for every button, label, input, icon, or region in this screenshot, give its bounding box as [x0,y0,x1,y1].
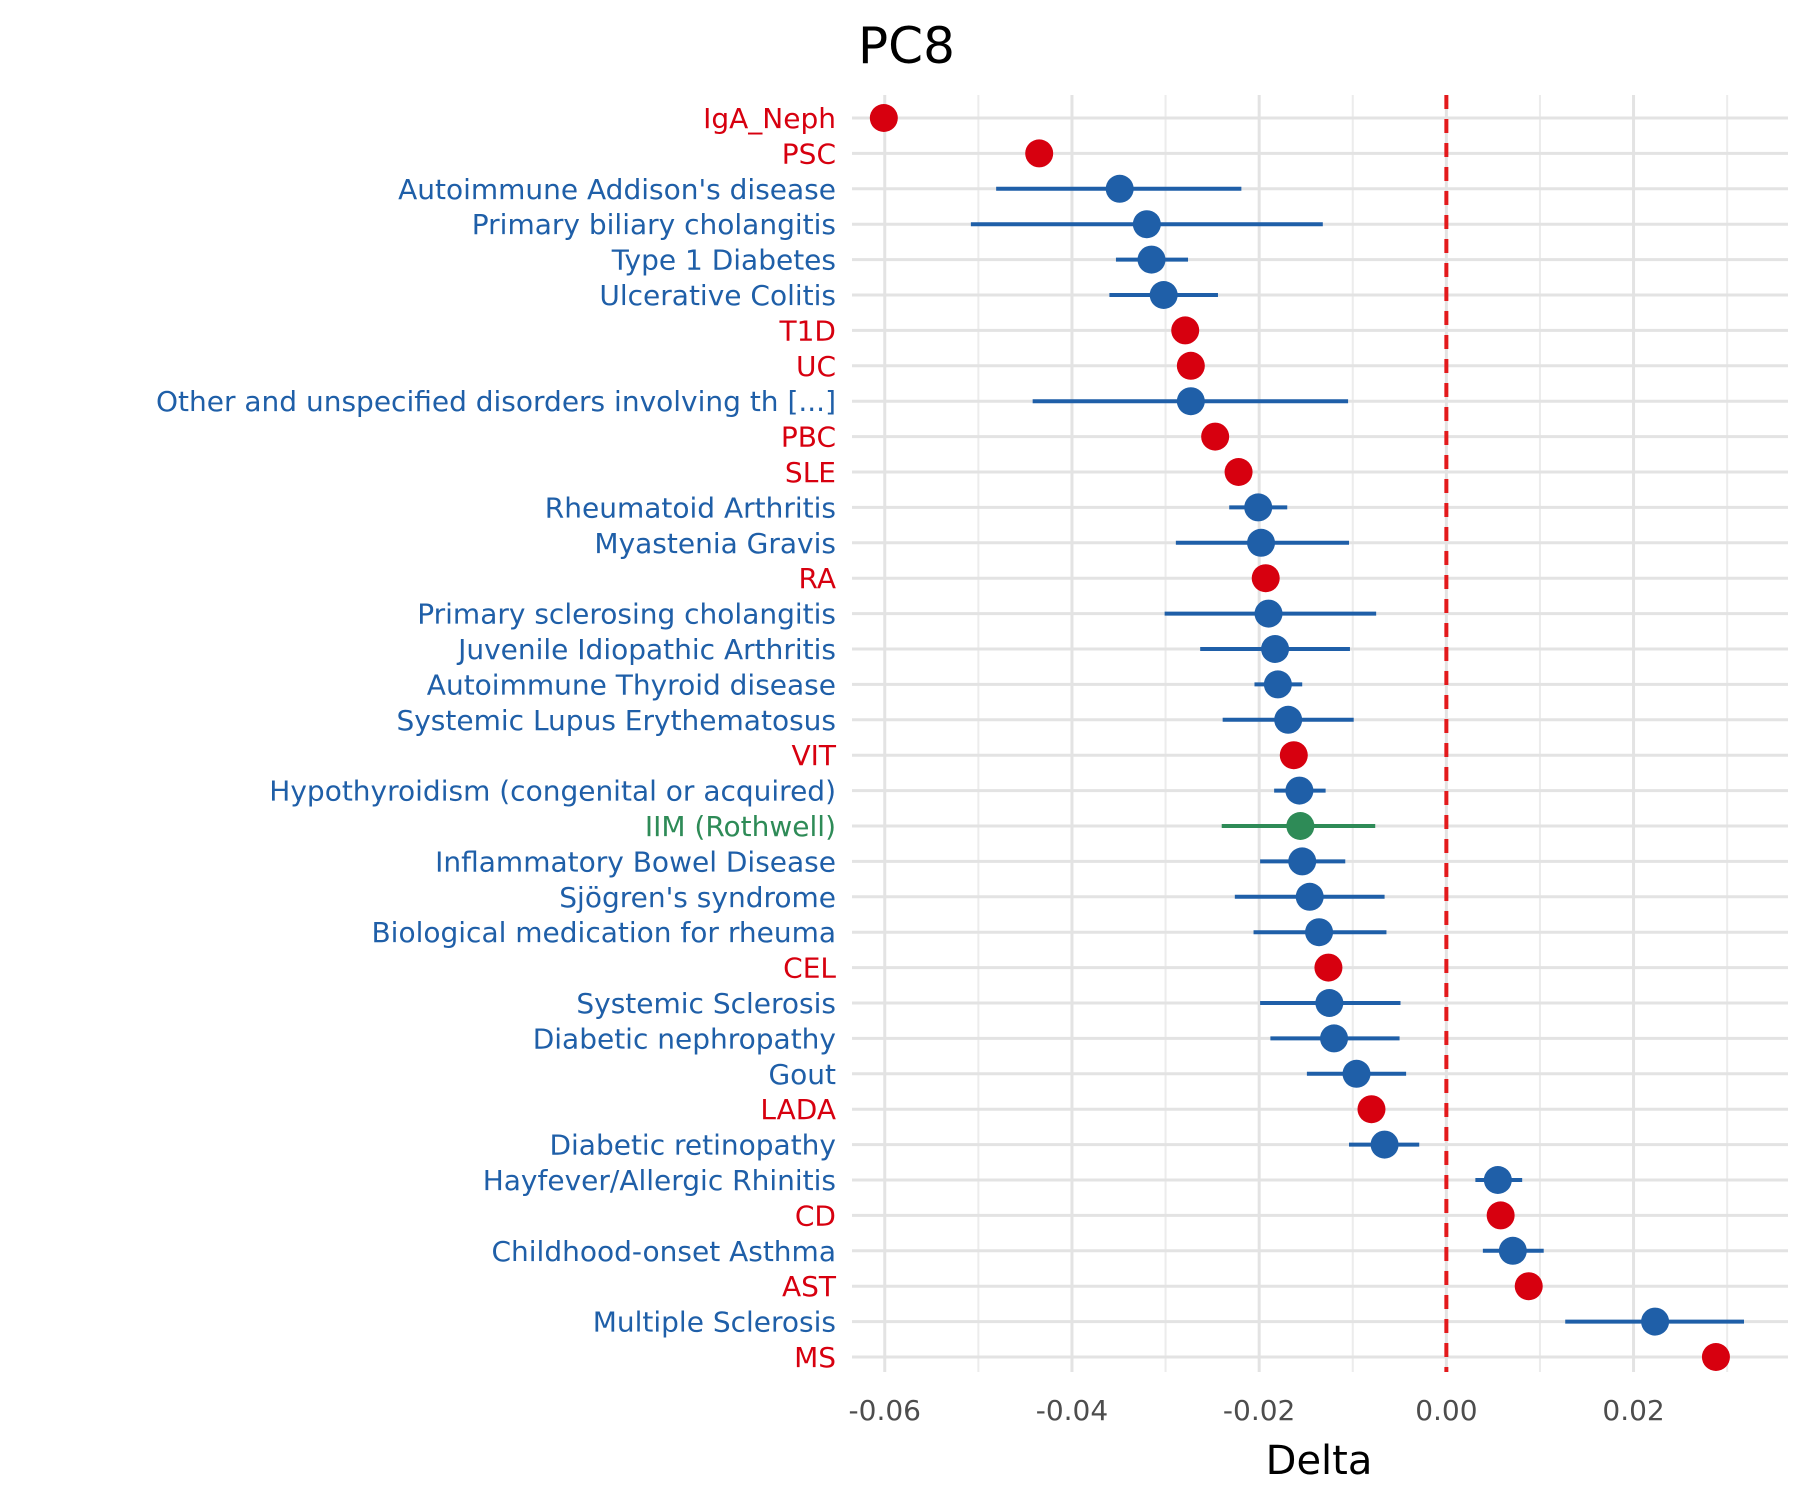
y-axis-label: Childhood-onset Asthma [491,1235,836,1268]
data-point [1025,139,1054,168]
y-axis-label: Sjögren's syndrome [559,881,836,914]
data-point [1295,882,1324,911]
x-tick-label: 0.00 [1415,1394,1477,1427]
y-axis-label: Primary sclerosing cholangitis [417,598,836,631]
y-axis-label: CEL [783,952,836,985]
data-point [1486,1201,1515,1230]
x-tick-label: -0.02 [1223,1394,1295,1427]
y-axis-label: Autoimmune Thyroid disease [427,668,836,701]
data-point [1279,741,1308,770]
x-tick-label: -0.06 [849,1394,921,1427]
data-point [1274,705,1303,734]
y-axis-label: Hypothyroidism (congenital or acquired) [269,775,836,808]
data-point [1342,1059,1371,1088]
data-point [1314,953,1343,982]
y-axis-label: UC [796,350,836,383]
data-point [1357,1095,1386,1124]
data-point [1251,564,1280,593]
y-axis-label: Other and unspecified disorders involvin… [156,385,836,418]
data-point [1483,1166,1512,1194]
y-axis-label: Biological medication for rheuma [371,916,836,949]
y-axis-label: IIM (Rothwell) [645,810,836,843]
data-point [1701,1343,1730,1371]
data-point [1247,528,1276,557]
major-gridlines [852,95,1788,1372]
y-axis-label: Type 1 Diabetes [611,244,836,277]
y-axis-label: SLE [785,456,836,489]
y-axis-label: Autoimmune Addison's disease [398,173,836,206]
data-point [1171,316,1200,345]
y-axis-label: CD [795,1199,836,1232]
y-axis-label: Rheumatoid Arthritis [545,491,836,524]
y-axis-label: Hayfever/Allergic Rhinitis [483,1164,836,1197]
chart-title: PC8 [858,17,955,75]
data-point [869,104,898,132]
data-point [1320,1024,1349,1053]
y-axis-label: AST [782,1270,837,1303]
y-axis-label: Myastenia Gravis [594,527,836,560]
y-axis-label: Juvenile Idiopathic Arthritis [456,633,836,666]
y-axis-label: Ulcerative Colitis [599,279,836,312]
data-point [1176,387,1205,416]
data-point [1149,281,1178,309]
data-point [1254,599,1283,628]
data-point [1105,174,1134,203]
y-axis-label: IgA_Neph [703,102,836,135]
data-point [1288,847,1317,876]
data-point [1305,918,1334,947]
y-axis-label: PBC [781,421,836,454]
y-axis-label: Gout [768,1058,836,1091]
data-point [1498,1236,1527,1265]
y-axis-label: Diabetic nephropathy [533,1022,836,1055]
y-axis-label: VIT [791,739,836,772]
data-point [1315,989,1344,1017]
data-point [1286,812,1315,840]
y-axis-label: Multiple Sclerosis [593,1306,836,1339]
y-axis-label: LADA [760,1093,836,1126]
y-axis-label: MS [794,1341,836,1374]
y-axis-label: Diabetic retinopathy [549,1129,836,1162]
y-axis-label: Primary biliary cholangitis [472,208,836,241]
y-axis-label: Systemic Sclerosis [576,987,836,1020]
data-point [1132,210,1161,239]
x-axis-tick-labels: -0.06 -0.04 -0.02 0.00 0.02 [849,1394,1665,1427]
data-point [1137,245,1166,274]
data-point [1261,635,1290,663]
x-tick-label: -0.04 [1036,1394,1108,1427]
data-point [1244,493,1273,522]
y-axis-label: RA [799,562,836,595]
x-axis-title: Delta [1266,1438,1373,1484]
x-tick-label: 0.02 [1602,1394,1664,1427]
data-point [1514,1272,1543,1301]
data-marks [869,104,1745,1371]
y-axis-label: Systemic Lupus Erythematosus [396,704,836,737]
y-axis-label: PSC [782,137,836,170]
data-point [1641,1307,1670,1336]
data-point [1224,458,1253,486]
data-point [1263,670,1292,699]
data-point [1285,776,1314,805]
y-axis-label: Inflammatory Bowel Disease [435,845,836,878]
data-point [1201,422,1230,451]
data-point [1370,1130,1399,1159]
y-axis-label: T1D [779,314,836,347]
data-point [1176,351,1205,380]
